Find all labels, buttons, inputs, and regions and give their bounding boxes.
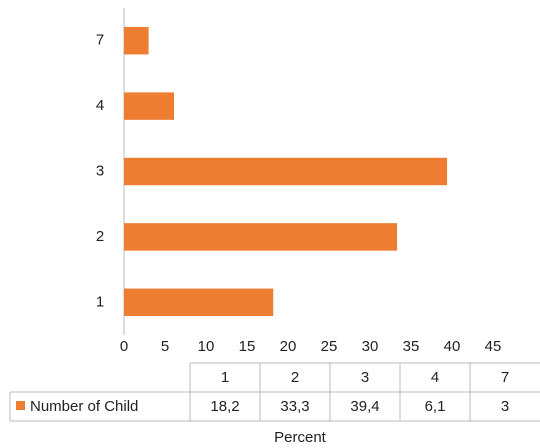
table-value: 6,1 — [425, 398, 446, 415]
x-tick-label: 35 — [403, 338, 420, 355]
x-tick-label: 20 — [280, 338, 297, 355]
bar — [124, 26, 149, 55]
x-axis-label: Percent — [274, 429, 327, 446]
y-tick-label: 7 — [96, 32, 104, 49]
x-tick-label: 30 — [362, 338, 379, 355]
table-header: 7 — [501, 369, 509, 386]
table-value: 33,3 — [280, 398, 309, 415]
x-tick-label: 15 — [239, 338, 256, 355]
bar — [124, 157, 448, 186]
table-header: 2 — [291, 369, 299, 386]
x-tick-label: 0 — [120, 338, 128, 355]
table-value: 39,4 — [350, 398, 379, 415]
legend-swatch — [16, 401, 25, 410]
table-header: 4 — [431, 369, 439, 386]
legend-label: Number of Child — [30, 398, 138, 415]
data-table — [9, 362, 540, 422]
y-tick-label: 1 — [96, 293, 104, 310]
table-value: 18,2 — [210, 398, 239, 415]
y-tick-label: 3 — [96, 162, 104, 179]
y-tick-label: 2 — [96, 228, 104, 245]
table-header: 1 — [221, 369, 229, 386]
bar — [124, 223, 398, 251]
x-tick-label: 40 — [444, 338, 461, 355]
bar — [124, 288, 274, 317]
x-tick-label: 25 — [321, 338, 338, 355]
y-tick-label: 4 — [96, 97, 104, 114]
table-value: 3 — [501, 398, 509, 415]
table-header: 3 — [361, 369, 369, 386]
bar — [124, 92, 175, 120]
x-tick-label: 45 — [485, 338, 502, 355]
x-tick-label: 5 — [161, 338, 169, 355]
x-tick-label: 10 — [198, 338, 215, 355]
